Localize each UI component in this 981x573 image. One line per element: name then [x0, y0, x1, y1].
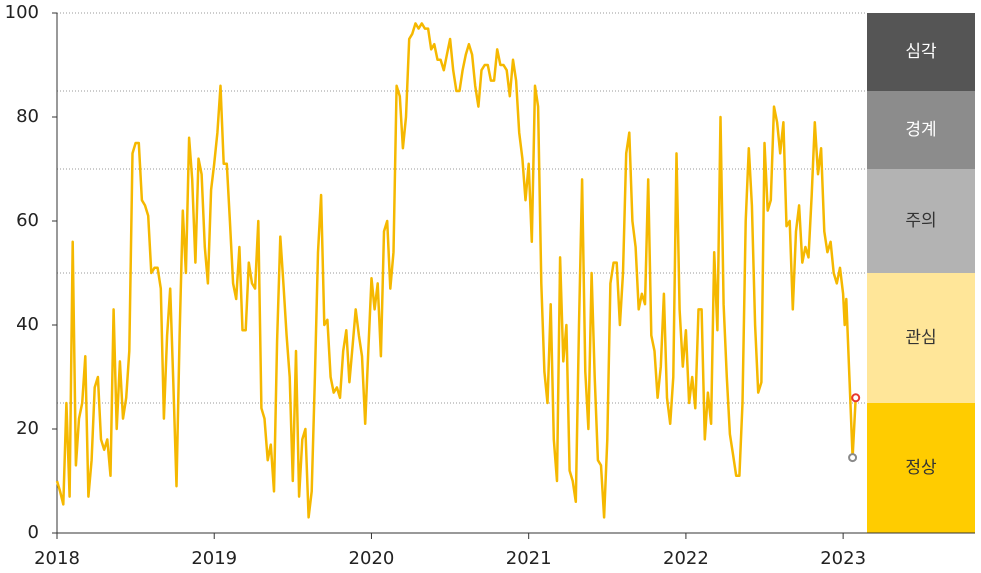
- x-tick-label: 2021: [506, 548, 552, 569]
- band: [867, 91, 975, 169]
- x-tick-label: 2019: [191, 548, 237, 569]
- x-tick-label: 2020: [349, 548, 395, 569]
- x-tick-label: 2023: [820, 548, 866, 569]
- band: [867, 13, 975, 91]
- band-label: 심각: [905, 42, 937, 62]
- prev-point: [848, 453, 858, 463]
- x-tick-label: 2022: [663, 548, 709, 569]
- y-tick-label: 0: [28, 522, 39, 543]
- y-tick-label: 40: [16, 314, 39, 335]
- last-point: [851, 393, 861, 403]
- band-label: 관심: [905, 328, 936, 348]
- band-label: 주의: [905, 211, 936, 231]
- band: [867, 273, 975, 403]
- y-tick-label: 100: [5, 2, 39, 23]
- band-label: 경계: [905, 120, 936, 140]
- y-tick-label: 20: [16, 418, 39, 439]
- data-line: [55, 22, 857, 519]
- y-tick-label: 80: [16, 106, 39, 127]
- band: [867, 169, 975, 273]
- x-tick-label: 2018: [34, 548, 80, 569]
- band: [867, 403, 975, 533]
- y-tick-label: 60: [16, 210, 39, 231]
- band-label: 정상: [905, 458, 937, 478]
